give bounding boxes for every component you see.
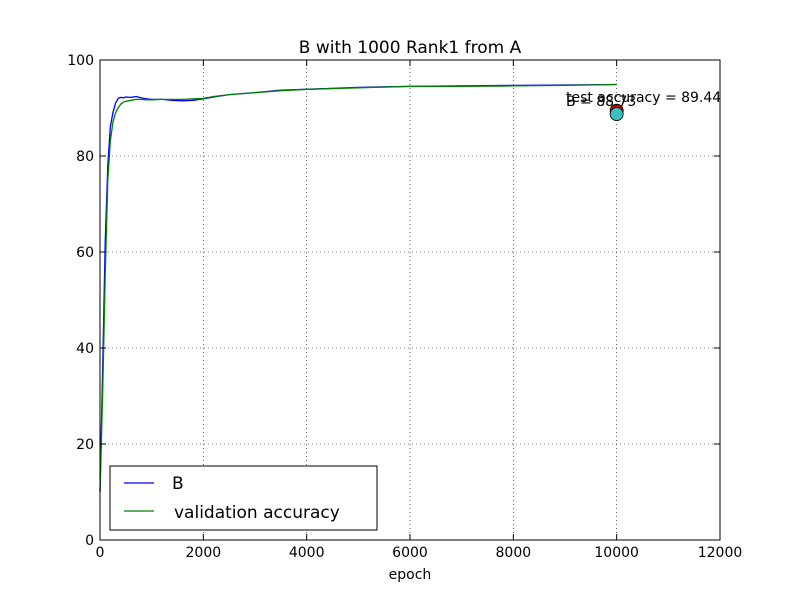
series-line-1 (99, 83, 617, 493)
x-tick-label: 10000 (594, 545, 639, 561)
x-tick-label: 2000 (186, 545, 222, 561)
ticks: 0 2000 4000 6000 8000 10000 12000 0 20 40 60 80 100 (67, 53, 742, 561)
marker-point-1 (609, 107, 624, 121)
annotation-test-accuracy: test accuracy = 89.44 (566, 90, 721, 106)
y-tick-label: 0 (85, 533, 94, 549)
series-lines (99, 83, 617, 493)
markers: test accuracy = 89.44B = 88.73 (566, 90, 721, 121)
legend-label-validation-accuracy: validation accuracy (174, 503, 340, 523)
x-tick-label: 4000 (289, 545, 325, 561)
y-tick-label: 80 (76, 149, 94, 165)
legend-label-b: B (172, 474, 184, 494)
y-tick-label: 60 (76, 245, 94, 261)
annotation-b-value: B = 88.73 (566, 94, 636, 110)
y-tick-label: 40 (76, 341, 94, 357)
x-axis-label: epoch (389, 567, 432, 583)
x-tick-label: 6000 (392, 545, 428, 561)
chart-title: B with 1000 Rank1 from A (299, 38, 522, 58)
x-tick-label: 8000 (496, 545, 532, 561)
legend: B validation accuracy (109, 465, 378, 531)
x-tick-label: 0 (96, 545, 105, 561)
y-tick-label: 100 (67, 53, 94, 69)
x-tick-label: 12000 (698, 545, 743, 561)
y-tick-label: 20 (76, 437, 94, 453)
legend-box (109, 465, 378, 531)
